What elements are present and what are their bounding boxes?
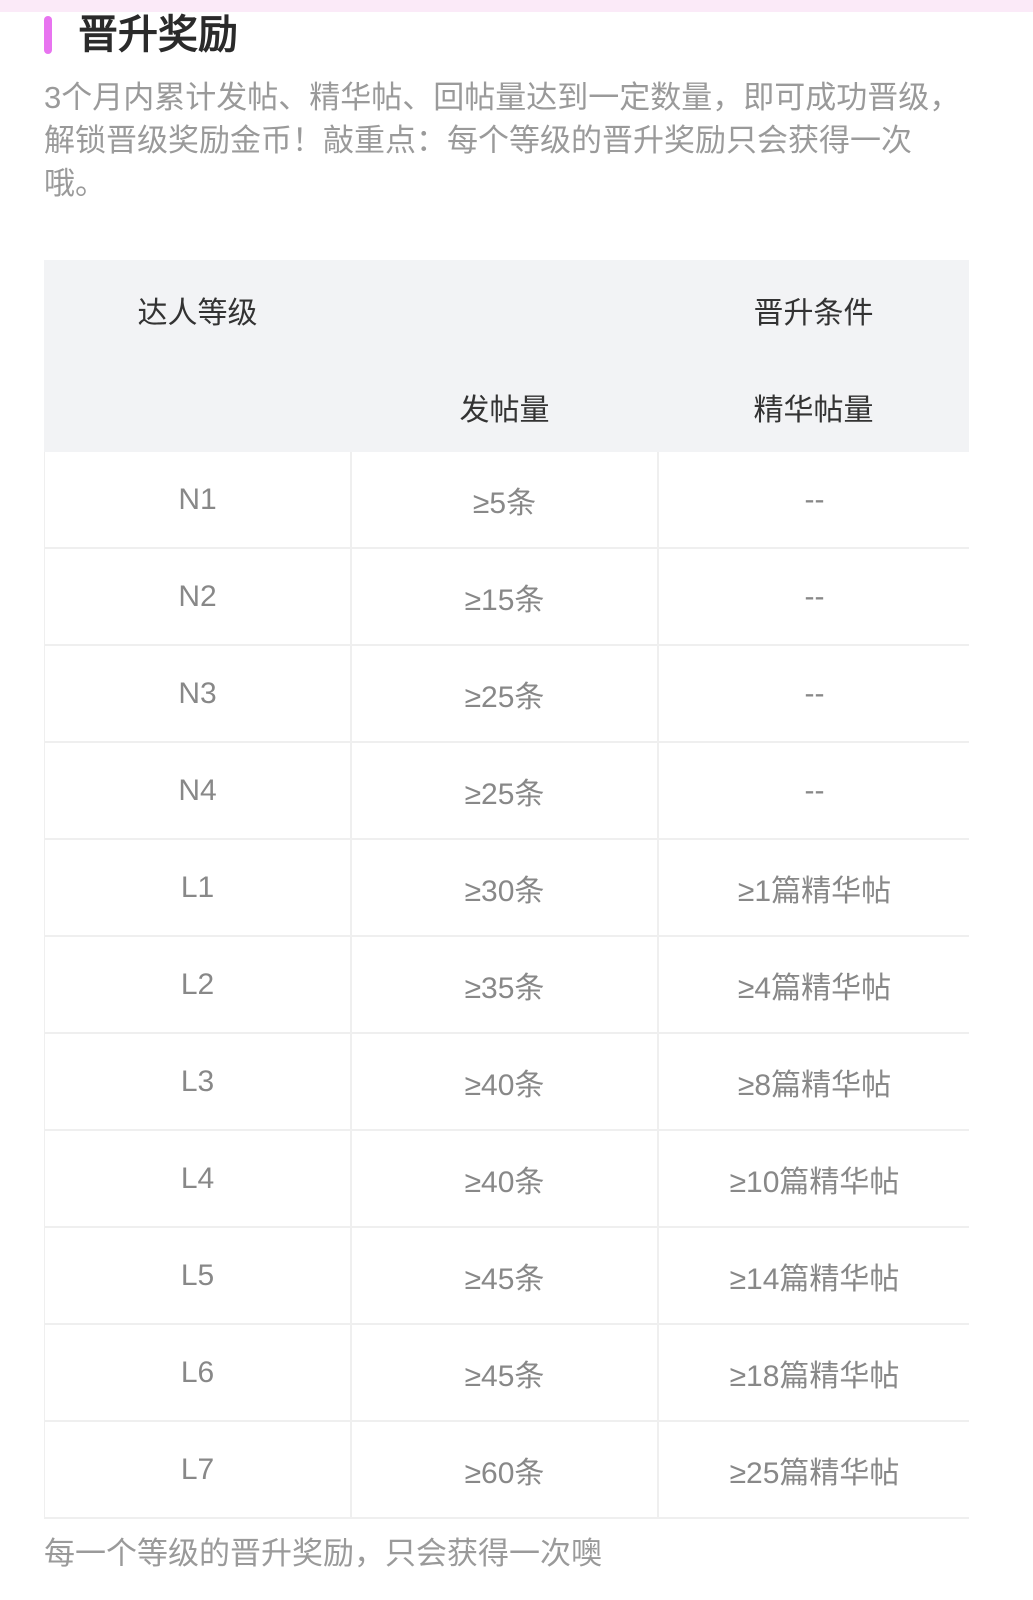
header-level: 达人等级 xyxy=(137,297,258,330)
cell-posts: ≥40条 xyxy=(352,1034,659,1129)
cell-featured: ≥14篇精华帖 xyxy=(729,1262,900,1296)
table-row: L7 ≥60条 ≥25篇精华帖 xyxy=(44,1422,969,1519)
cell-featured: -- xyxy=(804,482,825,516)
table-body: N1 ≥5条 -- N2 ≥15条 -- N3 ≥25条 -- N4 ≥25条 -- L1 ≥30条 ≥1篇… xyxy=(44,452,969,1519)
cell-featured: -- xyxy=(804,773,825,807)
table-row: L1 ≥30条 ≥1篇精华帖 xyxy=(44,840,969,937)
section-title: 晋升奖励 xyxy=(78,13,238,57)
table-row: N1 ≥5条 -- xyxy=(44,452,969,549)
cell-featured: -- xyxy=(804,676,825,710)
cell-posts: ≥45条 xyxy=(352,1325,659,1420)
cell-posts: ≥25条 xyxy=(352,743,659,838)
table-row: N2 ≥15条 -- xyxy=(44,549,969,646)
cell-featured: ≥1篇精华帖 xyxy=(737,874,892,908)
cell-level: N1 xyxy=(45,452,352,547)
cell-featured: ≥18篇精华帖 xyxy=(729,1359,900,1393)
cell-featured: -- xyxy=(804,579,825,613)
cell-featured: ≥10篇精华帖 xyxy=(729,1165,900,1199)
table-row: L3 ≥40条 ≥8篇精华帖 xyxy=(44,1034,969,1131)
cell-level: N3 xyxy=(45,646,352,741)
cell-posts: ≥25条 xyxy=(352,646,659,741)
table-row: N4 ≥25条 -- xyxy=(44,743,969,840)
cell-posts: ≥5条 xyxy=(352,452,659,547)
table-row: L5 ≥45条 ≥14篇精华帖 xyxy=(44,1228,969,1325)
cell-level: L2 xyxy=(45,937,352,1032)
header-conditions: 晋升条件 xyxy=(753,297,874,330)
table-row: L4 ≥40条 ≥10篇精华帖 xyxy=(44,1131,969,1228)
cell-level: L4 xyxy=(45,1131,352,1226)
cell-level: L6 xyxy=(45,1325,352,1420)
cell-featured: ≥8篇精华帖 xyxy=(737,1068,892,1102)
table-row: L6 ≥45条 ≥18篇精华帖 xyxy=(44,1325,969,1422)
cell-level: L7 xyxy=(45,1422,352,1517)
cell-level: L3 xyxy=(45,1034,352,1129)
cell-posts: ≥45条 xyxy=(352,1228,659,1323)
cell-level: L5 xyxy=(45,1228,352,1323)
table-row: L2 ≥35条 ≥4篇精华帖 xyxy=(44,937,969,1034)
cell-level: N2 xyxy=(45,549,352,644)
cell-posts: ≥60条 xyxy=(352,1422,659,1517)
cell-posts: ≥15条 xyxy=(352,549,659,644)
promotion-table: 达人等级 晋升条件 发帖量 精华帖量 N1 ≥5条 -- N2 ≥15条 -- N3 ≥25条… xyxy=(44,260,969,1519)
top-band xyxy=(0,0,1033,12)
title-accent-bar xyxy=(44,16,52,54)
section-description: 3个月内累计发帖、精华帖、回帖量达到一定数量，即可成功晋级，解锁晋级奖励金币！敲… xyxy=(44,80,961,201)
cell-featured: ≥25篇精华帖 xyxy=(729,1456,900,1490)
cell-posts: ≥30条 xyxy=(352,840,659,935)
cell-posts: ≥35条 xyxy=(352,937,659,1032)
table-row: N3 ≥25条 -- xyxy=(44,646,969,743)
cell-level: L1 xyxy=(45,840,352,935)
cell-featured: ≥4篇精华帖 xyxy=(737,971,892,1005)
footer-note: 每一个等级的晋升奖励，只会获得一次噢 xyxy=(44,1536,602,1571)
table-header: 达人等级 晋升条件 发帖量 精华帖量 xyxy=(44,260,969,452)
cell-posts: ≥40条 xyxy=(352,1131,659,1226)
cell-level: N4 xyxy=(45,743,352,838)
header-featured: 精华帖量 xyxy=(753,394,874,427)
header-posts: 发帖量 xyxy=(459,394,550,427)
